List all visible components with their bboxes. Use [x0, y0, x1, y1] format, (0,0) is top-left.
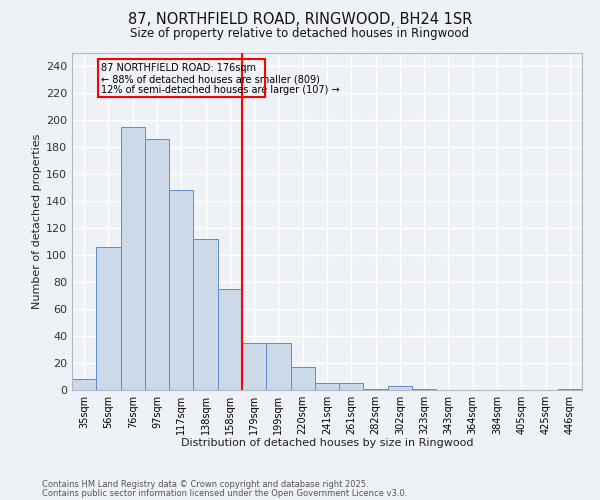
Bar [290, 367, 315, 390]
Bar [412, 388, 436, 390]
Bar [315, 383, 339, 390]
X-axis label: Distribution of detached houses by size in Ringwood: Distribution of detached houses by size … [181, 438, 473, 448]
Bar [193, 239, 218, 390]
Bar [266, 343, 290, 390]
Text: Size of property relative to detached houses in Ringwood: Size of property relative to detached ho… [131, 28, 470, 40]
Bar [97, 59, 265, 97]
Bar [169, 190, 193, 390]
Text: ← 88% of detached houses are smaller (809): ← 88% of detached houses are smaller (80… [101, 74, 320, 84]
Bar [218, 289, 242, 390]
Bar [72, 379, 96, 390]
Bar [339, 383, 364, 390]
Text: Contains public sector information licensed under the Open Government Licence v3: Contains public sector information licen… [42, 488, 407, 498]
Text: 87 NORTHFIELD ROAD: 176sqm: 87 NORTHFIELD ROAD: 176sqm [101, 64, 256, 74]
Text: 87, NORTHFIELD ROAD, RINGWOOD, BH24 1SR: 87, NORTHFIELD ROAD, RINGWOOD, BH24 1SR [128, 12, 472, 28]
Text: Contains HM Land Registry data © Crown copyright and database right 2025.: Contains HM Land Registry data © Crown c… [42, 480, 368, 489]
Bar [145, 139, 169, 390]
Bar [558, 388, 582, 390]
Text: 12% of semi-detached houses are larger (107) →: 12% of semi-detached houses are larger (… [101, 85, 340, 95]
Bar [388, 386, 412, 390]
Bar [96, 247, 121, 390]
Bar [364, 388, 388, 390]
Bar [242, 343, 266, 390]
Bar [121, 126, 145, 390]
Y-axis label: Number of detached properties: Number of detached properties [32, 134, 42, 309]
